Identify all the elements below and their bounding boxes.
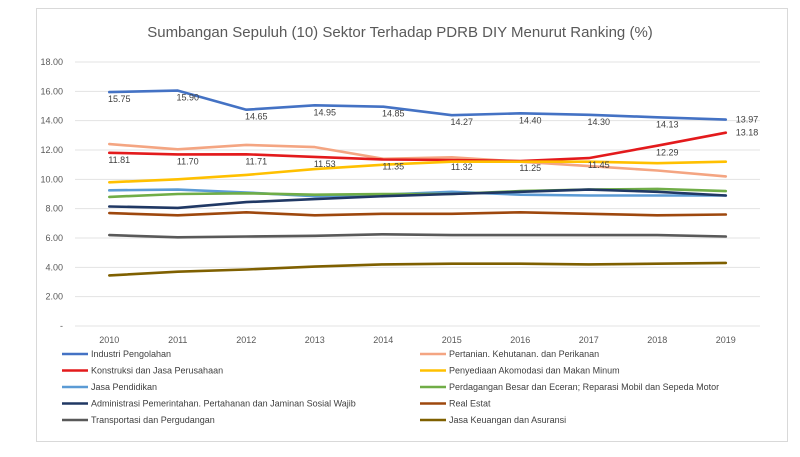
data-label: 14.65 bbox=[245, 112, 268, 122]
x-axis-ticks: 2010 2011 2012 2013 2014 2015 2016 2017 2018 2019 bbox=[99, 335, 736, 345]
legend-label: Penyediaan Akomodasi dan Makan Minum bbox=[449, 366, 620, 376]
legend-label: Administrasi Pemerintahan. Pertahanan da… bbox=[91, 399, 356, 409]
gridlines bbox=[75, 61, 760, 327]
series-line bbox=[108, 160, 728, 184]
data-label: 14.40 bbox=[519, 115, 542, 125]
y-axis-ticks: 18.00 16.00 14.00 12.00 10.00 8.00 6.00 4.00 2.0… bbox=[40, 57, 63, 331]
x-tick-label: 2018 bbox=[647, 335, 667, 345]
y-tick-label: 16.00 bbox=[40, 86, 63, 96]
legend: Industri Pengolahan Pertanian. Kehutanan.… bbox=[62, 349, 719, 425]
chart-frame bbox=[36, 8, 788, 442]
y-tick-label: 18.00 bbox=[40, 57, 63, 67]
legend-label: Perdagangan Besar dan Eceran; Reparasi M… bbox=[449, 382, 719, 392]
data-label: 14.30 bbox=[587, 117, 610, 127]
legend-label: Transportasi dan Pergudangan bbox=[91, 415, 215, 425]
data-label: 11.71 bbox=[245, 156, 267, 166]
data-label: 11.25 bbox=[519, 163, 541, 173]
y-tick-label: 6.00 bbox=[45, 233, 63, 243]
x-tick-label: 2016 bbox=[510, 335, 530, 345]
series-line bbox=[108, 142, 728, 178]
data-label: 11.81 bbox=[108, 155, 130, 165]
x-tick-label: 2019 bbox=[716, 335, 736, 345]
data-label: 12.29 bbox=[656, 148, 679, 158]
legend-label: Pertanian. Kehutanan. dan Perikanan bbox=[449, 349, 599, 359]
legend-label: Jasa Pendidikan bbox=[91, 382, 157, 392]
data-label: 14.95 bbox=[313, 107, 336, 117]
data-label: 11.35 bbox=[382, 162, 404, 172]
series-line bbox=[108, 233, 728, 239]
x-tick-label: 2011 bbox=[168, 335, 187, 345]
x-tick-label: 2013 bbox=[305, 335, 325, 345]
y-tick-label: 8.00 bbox=[45, 204, 63, 214]
data-labels: 15.75 15.90 14.65 14.95 14.85 14.27 14.40 14.30… bbox=[108, 93, 758, 173]
data-label: 15.90 bbox=[176, 93, 199, 103]
data-label: 11.45 bbox=[588, 160, 610, 170]
data-label: 11.32 bbox=[451, 162, 473, 172]
legend-label: Real Estat bbox=[449, 399, 491, 409]
y-tick-label: - bbox=[60, 321, 63, 331]
series-lines bbox=[108, 89, 728, 277]
series-line bbox=[108, 131, 728, 163]
data-label: 15.75 bbox=[108, 94, 131, 104]
series-line bbox=[108, 188, 728, 210]
y-tick-label: 4.00 bbox=[45, 262, 63, 272]
y-tick-label: 10.00 bbox=[40, 174, 63, 184]
data-label: 13.18 bbox=[736, 128, 759, 138]
data-label: 14.85 bbox=[382, 109, 405, 119]
x-tick-label: 2010 bbox=[99, 335, 119, 345]
y-tick-label: 2.00 bbox=[45, 292, 63, 302]
legend-label: Jasa Keuangan dan Asuransi bbox=[449, 415, 566, 425]
y-tick-label: 12.00 bbox=[40, 145, 63, 155]
series-line bbox=[108, 261, 728, 277]
series-line bbox=[108, 89, 728, 121]
x-tick-label: 2014 bbox=[373, 335, 393, 345]
legend-label: Industri Pengolahan bbox=[91, 349, 171, 359]
series-line bbox=[108, 211, 728, 217]
data-label: 11.53 bbox=[314, 159, 336, 169]
x-tick-label: 2017 bbox=[579, 335, 599, 345]
x-tick-label: 2015 bbox=[442, 335, 462, 345]
y-tick-label: 14.00 bbox=[40, 116, 63, 126]
data-label: 14.13 bbox=[656, 119, 679, 129]
legend-label: Konstruksi dan Jasa Perusahaan bbox=[91, 366, 223, 376]
chart-title: Sumbangan Sepuluh (10) Sektor Terhadap P… bbox=[147, 24, 653, 41]
data-label: 14.27 bbox=[450, 117, 473, 127]
data-label: 11.70 bbox=[177, 156, 199, 166]
x-tick-label: 2012 bbox=[236, 335, 256, 345]
data-label: 13.97 bbox=[736, 115, 759, 125]
